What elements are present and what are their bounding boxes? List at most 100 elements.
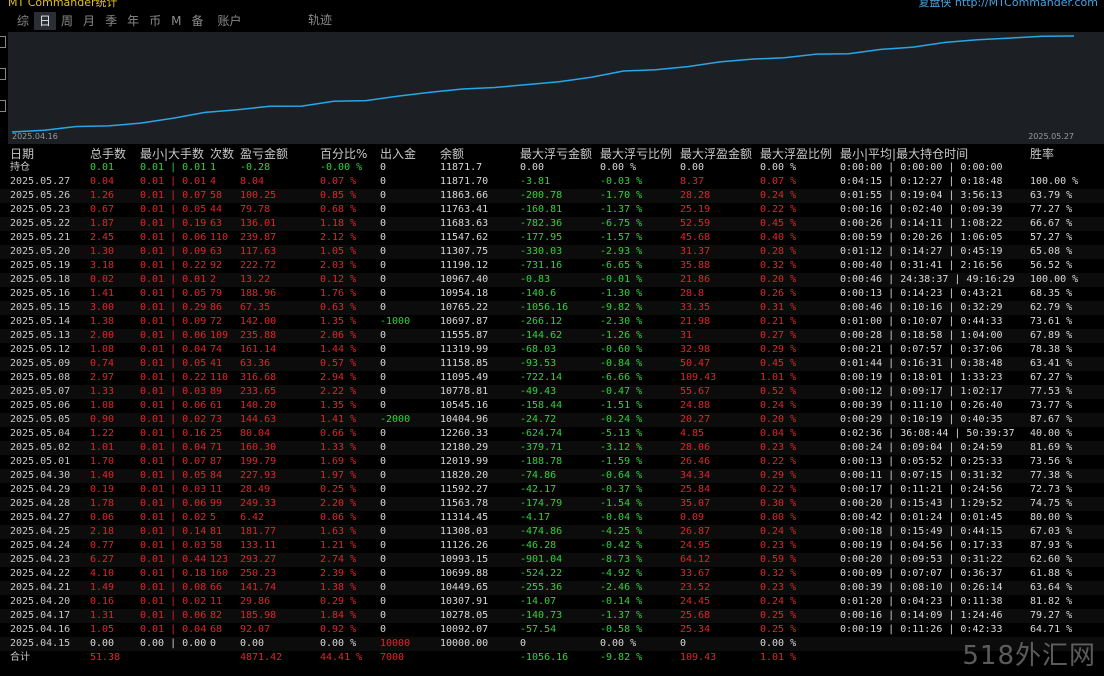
table-row[interactable]: 2025.05.02 1.01 0.01 | 0.04 71 160.30 1.33 % 0… xyxy=(0,441,1104,455)
date-cell: 2025.05.09 xyxy=(10,358,71,369)
count-cell: 89 xyxy=(210,386,223,397)
balance-cell: 11683.63 xyxy=(440,218,489,229)
max-loss-cell: -200.78 xyxy=(520,190,563,201)
table-row[interactable]: 2025.05.06 1.08 0.01 | 0.06 61 140.20 1.35 % 0… xyxy=(0,399,1104,413)
max-loss-cell: -722.14 xyxy=(520,372,563,383)
date-cell: 2025.05.18 xyxy=(10,274,71,285)
table-row[interactable]: 2025.05.13 2.00 0.01 | 0.06 109 235.88 2.06 %… xyxy=(0,329,1104,343)
pnl-cell: 63.36 xyxy=(240,358,271,369)
table-row[interactable]: 2025.05.26 1.26 0.01 | 0.07 58 100.25 0.85 % 0… xyxy=(0,189,1104,203)
max-loss-pct-cell: -1.57 % xyxy=(600,232,643,243)
table-row[interactable]: 2025.04.25 2.18 0.01 | 0.14 81 181.77 1.63 % 0… xyxy=(0,525,1104,539)
position-row[interactable]: 持仓 0.01 0.01 | 0.01 1 -0.28 -0.00 % 0 11871.7 0.… xyxy=(0,161,1104,175)
tab-day[interactable]: 日 xyxy=(34,12,57,30)
max-loss-cell: -74.86 xyxy=(520,470,557,481)
table-row[interactable]: 2025.04.16 1.05 0.01 | 0.04 68 92.07 0.92 % 0 1… xyxy=(0,623,1104,637)
table-row[interactable]: 2025.05.15 3.00 0.01 | 0.29 86 67.35 0.63 % 0 1… xyxy=(0,301,1104,315)
min-max-lots-cell: 0.01 | 0.05 xyxy=(140,470,207,481)
tab-symbol[interactable]: 币 xyxy=(149,14,162,28)
table-row[interactable]: 2025.04.30 1.40 0.01 | 0.05 84 227.93 1.97 % 0… xyxy=(0,469,1104,483)
max-loss-pct-cell: 0.00 % xyxy=(600,638,637,649)
table-row[interactable]: 2025.05.27 0.04 0.01 | 0.01 4 8.04 0.07 % 0 118… xyxy=(0,175,1104,189)
min-max-lots-cell: 0.01 | 0.16 xyxy=(140,428,207,439)
max-profit-pct-cell: 0.20 % xyxy=(760,274,797,285)
balance-cell: 10993.15 xyxy=(440,554,489,565)
flow-cell: 0 xyxy=(380,358,387,369)
max-profit-cell: 25.84 xyxy=(680,484,711,495)
table-row[interactable]: 2025.05.21 2.45 0.01 | 0.06 110 239.87 2.12 %… xyxy=(0,231,1104,245)
flow-cell: 0 xyxy=(380,540,387,551)
max-loss-cell: -68.03 xyxy=(520,344,557,355)
hold-time-cell: 0:00:18 | 0:15:49 | 0:44:15 xyxy=(840,526,1003,537)
table-row[interactable]: 2025.05.20 1.30 0.01 | 0.09 63 117.63 1.05 % 0… xyxy=(0,245,1104,259)
count-cell: 63 xyxy=(210,218,223,229)
hold-time-cell: 0:00:16 | 0:02:40 | 0:09:39 xyxy=(840,204,1003,215)
flow-cell: -2000 xyxy=(380,414,411,425)
max-profit-cell: 20.27 xyxy=(680,414,711,425)
table-row[interactable]: 2025.05.12 1.08 0.01 | 0.04 74 161.14 1.44 % 0… xyxy=(0,343,1104,357)
table-row[interactable]: 2025.05.22 1.87 0.01 | 0.19 63 136.01 1.18 % 0… xyxy=(0,217,1104,231)
col-percent-header: 百分比% xyxy=(320,147,368,161)
table-row[interactable]: 2025.04.23 6.27 0.01 | 0.44 123 293.27 2.74 %… xyxy=(0,553,1104,567)
table-row[interactable]: 2025.04.17 1.31 0.01 | 0.06 82 185.98 1.84 % 0… xyxy=(0,609,1104,623)
max-profit-cell: 26.46 xyxy=(680,456,711,467)
table-row[interactable]: 2025.04.27 0.06 0.01 | 0.02 5 6.42 0.06 % 0 113… xyxy=(0,511,1104,525)
max-profit-pct-cell: 0.23 % xyxy=(760,582,797,593)
hold-time-cell: 0:00:26 | 0:14:11 | 1:08:22 xyxy=(840,218,1003,229)
table-row[interactable]: 2025.04.28 1.78 0.01 | 0.06 99 249.33 2.20 % 0… xyxy=(0,497,1104,511)
count-cell: 72 xyxy=(210,316,223,327)
table-row[interactable]: 2025.05.09 0.74 0.01 | 0.05 41 63.36 0.57 % 0 1… xyxy=(0,357,1104,371)
tab-magic[interactable]: M xyxy=(171,14,182,28)
max-profit-pct-cell: 0.29 % xyxy=(760,344,797,355)
scrollbar-marker[interactable] xyxy=(0,100,6,112)
win-rate-cell: 56.52 % xyxy=(1030,260,1073,271)
tab-year[interactable]: 年 xyxy=(127,14,140,28)
hold-time-cell: 0:00:19 | 0:04:56 | 0:17:33 xyxy=(840,540,1003,551)
date-cell: 2025.05.26 xyxy=(10,190,71,201)
flow-cell: 0 xyxy=(380,400,387,411)
tab-trajectory[interactable]: 轨迹 xyxy=(308,13,333,27)
table-row[interactable]: 2025.04.21 1.49 0.01 | 0.08 66 141.74 1.38 % 0… xyxy=(0,581,1104,595)
flow-cell: 0 xyxy=(380,554,387,565)
scrollbar-marker[interactable] xyxy=(0,36,6,48)
table-row[interactable]: 2025.05.08 2.97 0.01 | 0.22 110 316.68 2.94 %… xyxy=(0,371,1104,385)
table-row[interactable]: 2025.05.19 3.18 0.01 | 0.22 92 222.72 2.03 % 0… xyxy=(0,259,1104,273)
position-pnl: -0.28 xyxy=(240,162,271,173)
tab-month[interactable]: 月 xyxy=(83,14,96,28)
win-rate-cell: 63.64 % xyxy=(1030,582,1073,593)
pnl-cell: 227.93 xyxy=(240,470,277,481)
flow-cell: 0 xyxy=(380,470,387,481)
table-row[interactable]: 2025.05.05 0.90 0.01 | 0.02 73 144.63 1.41 % -… xyxy=(0,413,1104,427)
tab-summary[interactable]: 综 xyxy=(17,14,30,28)
hold-time-cell: 0:00:39 | 0:11:10 | 0:26:40 xyxy=(840,400,1003,411)
tab-week[interactable]: 周 xyxy=(61,14,74,28)
equity-chart xyxy=(8,32,1104,144)
table-row[interactable]: 2025.05.04 1.22 0.01 | 0.16 25 80.04 0.66 % 0 1… xyxy=(0,427,1104,441)
max-profit-cell: 28.8 xyxy=(680,288,705,299)
percent-cell: 1.44 % xyxy=(320,344,357,355)
table-row[interactable]: 2025.05.07 1.33 0.01 | 0.03 89 233.65 2.22 % 0… xyxy=(0,385,1104,399)
brand-link[interactable]: 复盘侠 http://MTCommander.com xyxy=(918,0,1098,9)
table-row[interactable]: 2025.05.01 1.70 0.01 | 0.07 87 199.79 1.69 % 0… xyxy=(0,455,1104,469)
table-row[interactable]: 2025.04.15 0.00 0.00 | 0.00 0 0.00 0.00 % 1000… xyxy=(0,637,1104,651)
tab-quarter[interactable]: 季 xyxy=(105,14,118,28)
table-row[interactable]: 2025.04.22 4.10 0.01 | 0.18 160 250.23 2.39 %… xyxy=(0,567,1104,581)
col-max-profit-header: 最大浮盈金额 xyxy=(680,147,753,161)
tab-account[interactable]: 账户 xyxy=(217,14,242,28)
total-maep: -9.82 % xyxy=(600,652,643,663)
pnl-cell: 140.20 xyxy=(240,400,277,411)
equity-chart-svg xyxy=(11,35,1075,133)
table-header: 日期 总手数 最小|大手数 次数 盈亏金额 百分比% 出入金 余额 最大浮亏金额 最大浮亏比例 最大… xyxy=(0,147,1104,161)
table-row[interactable]: 2025.04.20 0.16 0.01 | 0.02 11 29.86 0.29 % 0 1… xyxy=(0,595,1104,609)
table-row[interactable]: 2025.04.24 0.77 0.01 | 0.03 58 133.11 1.21 % 0… xyxy=(0,539,1104,553)
max-profit-pct-cell: 0.52 % xyxy=(760,386,797,397)
table-row[interactable]: 2025.05.14 1.38 0.01 | 0.09 72 142.00 1.35 % -… xyxy=(0,315,1104,329)
table-row[interactable]: 2025.05.18 0.02 0.01 | 0.01 2 13.22 0.12 % 0 10… xyxy=(0,273,1104,287)
scrollbar-marker[interactable] xyxy=(0,68,6,80)
total-lots-cell: 1.38 xyxy=(90,316,115,327)
table-row[interactable]: 2025.04.29 0.19 0.01 | 0.03 11 28.49 0.25 % 0 1… xyxy=(0,483,1104,497)
tab-note[interactable]: 备 xyxy=(191,14,204,28)
max-profit-cell: 33.35 xyxy=(680,302,711,313)
table-row[interactable]: 2025.05.23 0.67 0.01 | 0.05 44 79.78 0.68 % 0 1… xyxy=(0,203,1104,217)
table-row[interactable]: 2025.05.16 1.41 0.01 | 0.05 79 188.96 1.76 % 0… xyxy=(0,287,1104,301)
